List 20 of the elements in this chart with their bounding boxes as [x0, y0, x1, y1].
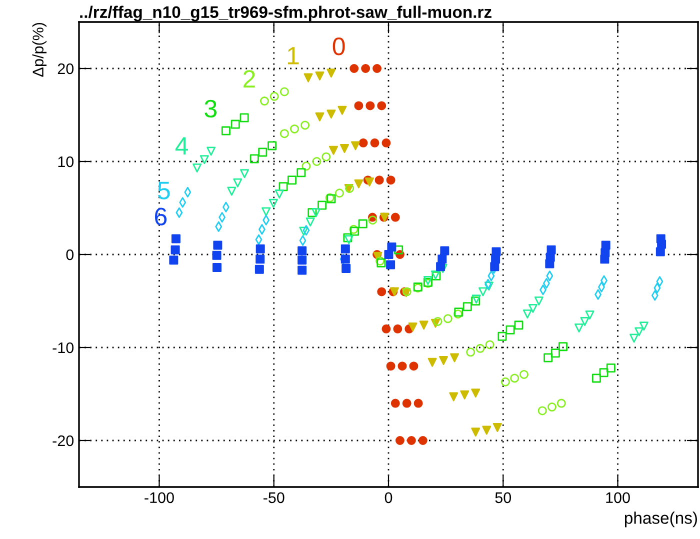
y-tick-label: -20: [52, 435, 74, 446]
y-tick-label: 10: [58, 156, 74, 168]
series-label: 0: [332, 38, 345, 56]
series-label: 2: [243, 70, 255, 88]
x-tick-label: -50: [264, 492, 284, 504]
series-label: 3: [204, 100, 217, 118]
y-tick-label: 20: [58, 63, 74, 74]
y-tick-label: 0: [66, 249, 74, 260]
series-label: 5: [158, 182, 170, 200]
series-label: 1: [288, 47, 299, 64]
series-label: 6: [155, 208, 167, 226]
y-tick-label: -10: [52, 342, 74, 354]
x-tick-label: 0: [384, 492, 392, 504]
x-tick-label: 100: [606, 492, 630, 504]
y-axis-title: Δp/p(%): [32, 22, 47, 77]
chart-title: ../rz/ffag_n10_g15_tr969-sfm.phrot-saw_full-muon.rz: [80, 6, 492, 22]
x-axis-title: phase(ns): [624, 512, 697, 528]
x-tick-label: 50: [495, 492, 512, 504]
series-label: 4: [175, 137, 188, 154]
x-tick-label: -100: [144, 492, 174, 504]
